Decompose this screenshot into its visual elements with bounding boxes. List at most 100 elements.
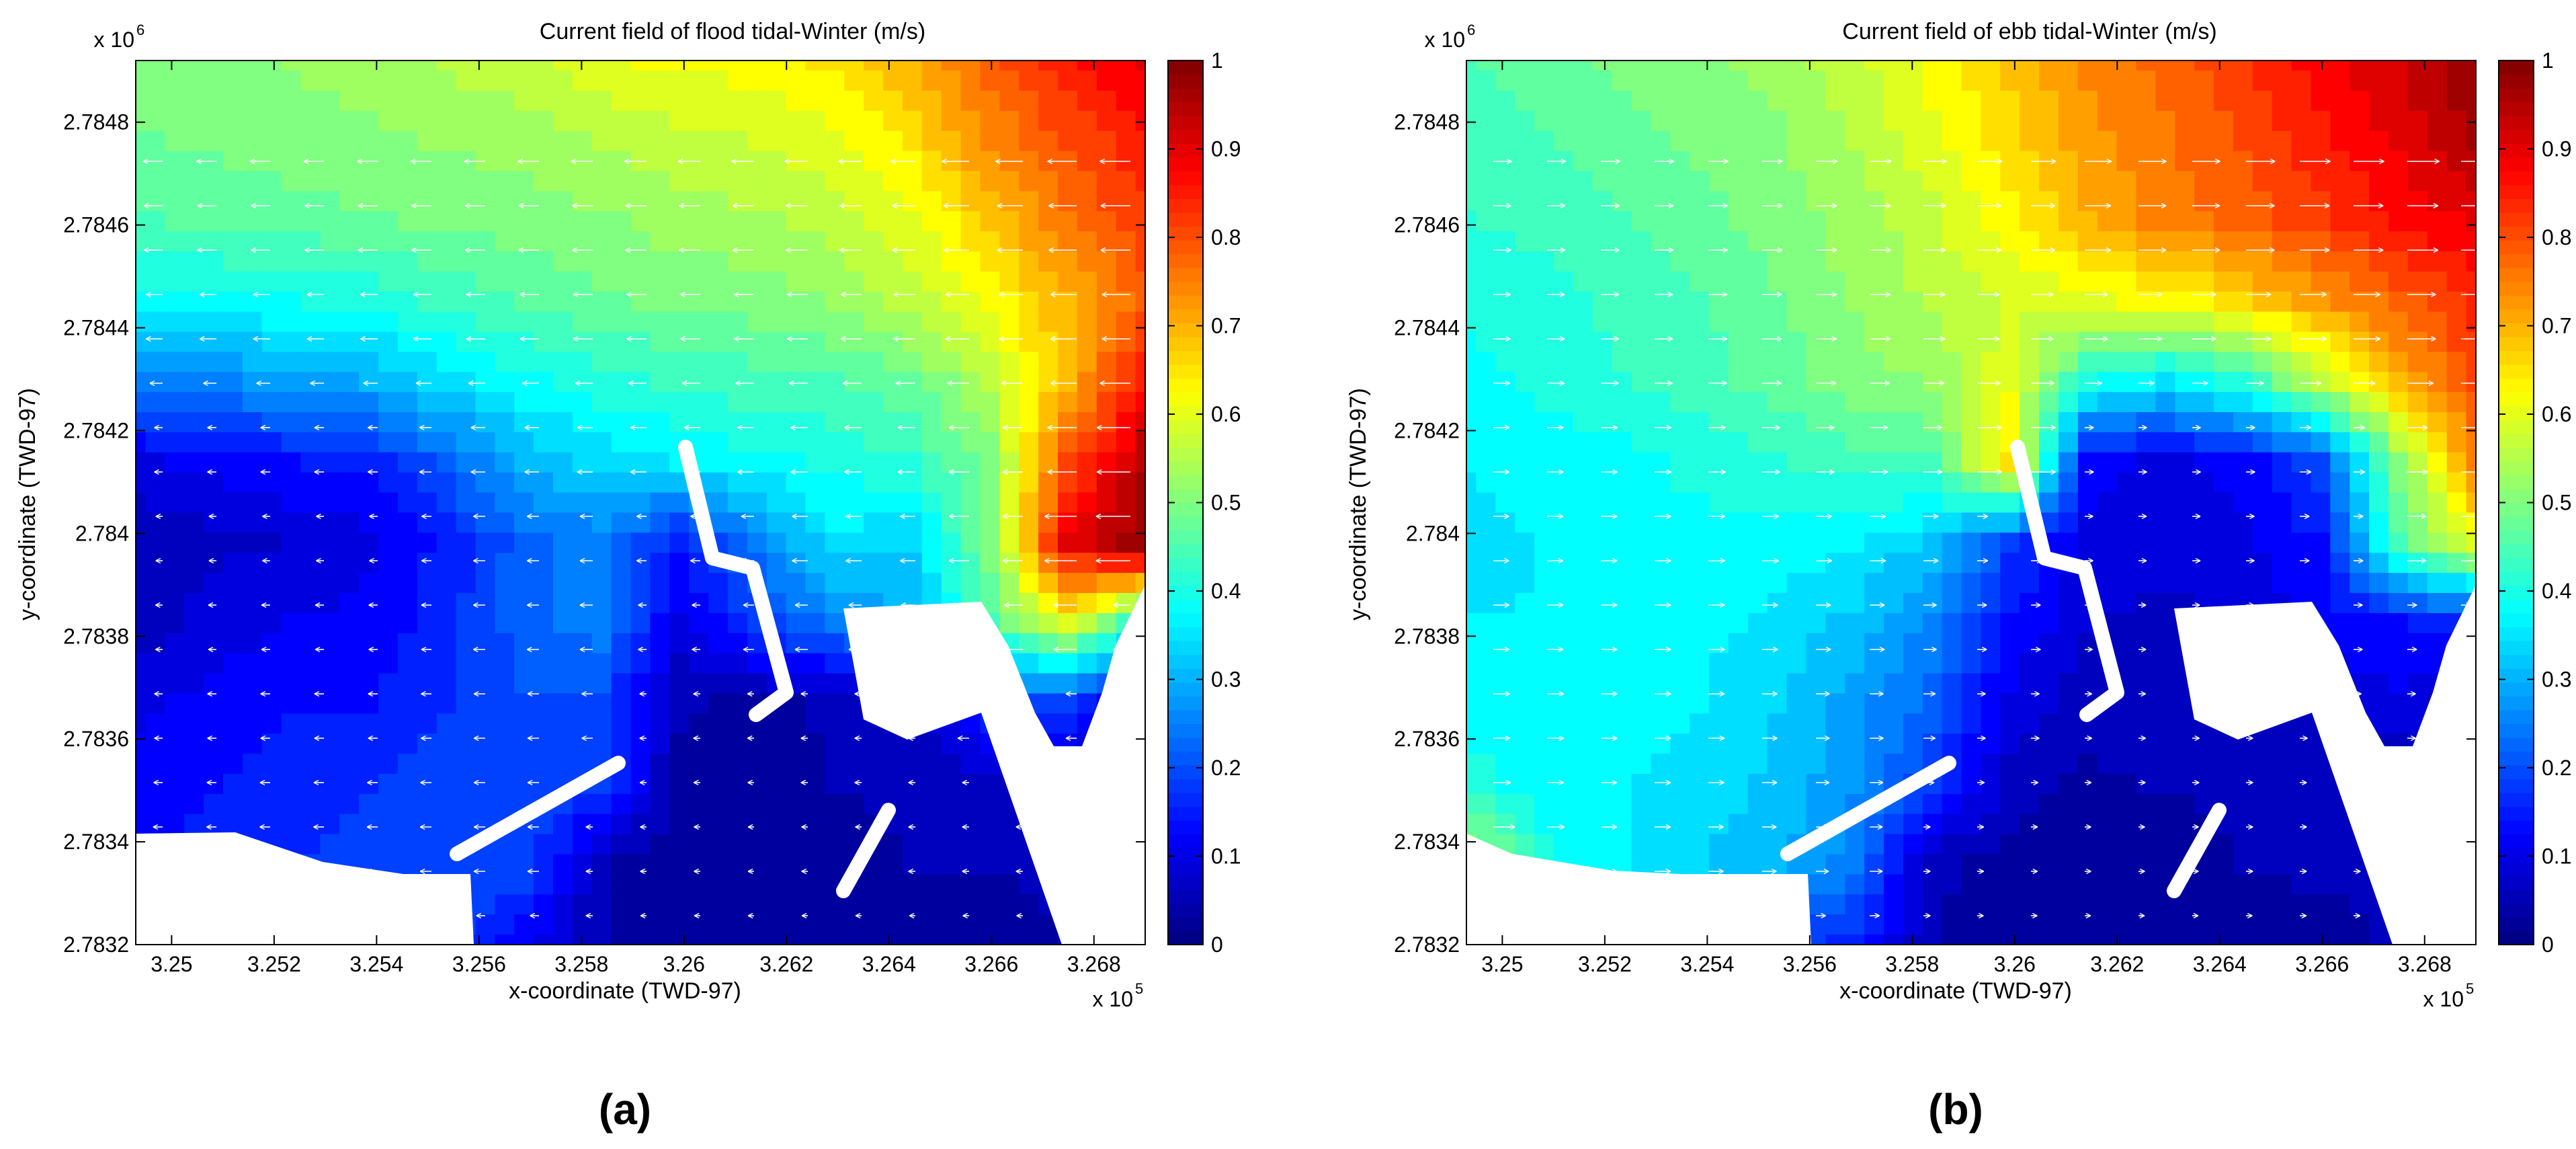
panel-b-heat-cell <box>1612 793 1632 815</box>
panel-a-velocity-arrow <box>1001 380 1023 387</box>
panel-b-heat-cell <box>1786 553 1807 574</box>
panel-a-heat-cell <box>436 653 457 674</box>
panel-a-heat-cell <box>204 814 224 835</box>
panel-a-heat-cell <box>242 130 263 152</box>
panel-a-heat-cell <box>339 512 360 534</box>
panel-b-heat-cell <box>1476 754 1497 775</box>
panel-b-heat-cell <box>2155 372 2176 393</box>
panel-b-heat-cell <box>1534 612 1554 634</box>
panel-a-heat-cell <box>1116 231 1136 252</box>
panel-a-heat-cell <box>145 110 166 132</box>
panel-b-heat-cell <box>2155 352 2176 373</box>
panel-b-heat-cell <box>2407 573 2428 594</box>
panel-a-heat-cell <box>805 593 826 614</box>
panel-a-heat-cell <box>689 593 710 614</box>
panel-b-heat-cell <box>1961 673 1982 695</box>
panel-b-heat-cell <box>1845 412 1866 433</box>
panel-b-heat-cell <box>2291 472 2312 493</box>
panel-a-heat-cell <box>630 532 651 554</box>
panel-a-heat-cell <box>650 432 671 453</box>
panel-a-heat-cell <box>456 130 476 152</box>
panel-b-heat-cell <box>1728 311 1749 333</box>
panel-a-velocity-arrow <box>628 380 647 387</box>
panel-b-heat-cell <box>1845 271 1866 292</box>
panel-a-heat-cell <box>747 653 767 674</box>
panel-a-y-multiplier-base: x 10 <box>94 28 134 52</box>
panel-b-heat-cell <box>1554 793 1574 815</box>
panel-a-heat-cell <box>941 331 962 353</box>
panel-a-heat-cell <box>786 633 806 654</box>
panel-b-heat-cell <box>1631 251 1652 272</box>
panel-b-heat-cell <box>2369 472 2389 493</box>
panel-a-heat-cell <box>689 734 710 755</box>
panel-b-heat-cell <box>2233 793 2253 815</box>
panel-b-heat-cell <box>1864 311 1884 333</box>
panel-a-heat-cell <box>591 271 612 292</box>
panel-b-heat-cell <box>1922 331 1943 353</box>
panel-a-heat-cell <box>980 90 1001 112</box>
panel-b-heat-cell <box>2252 814 2273 835</box>
panel-b-heat-cell <box>2446 512 2467 534</box>
panel-b-heat-cell <box>2233 110 2253 132</box>
panel-b-heat-cell <box>1592 512 1613 534</box>
panel-b-heat-cell <box>2077 110 2098 132</box>
panel-a-heat-cell <box>436 713 457 735</box>
panel-a-heat-cell <box>456 814 476 835</box>
panel-a-heat-cell <box>359 492 380 514</box>
panel-b-heat-cell <box>2175 70 2196 91</box>
panel-a-heat-cell <box>359 352 380 373</box>
panel-a-heat-cell <box>475 633 496 654</box>
panel-a-heat-cell <box>145 612 166 634</box>
panel-b-heat-cell <box>1534 754 1554 775</box>
panel-a-heat-cell <box>378 432 399 453</box>
panel-a-heat-cell <box>339 693 360 715</box>
panel-a-heat-cell <box>999 593 1020 614</box>
panel-a-heat-cell <box>786 793 806 815</box>
panel-a-heat-cell <box>611 874 632 896</box>
panel-a-velocity-arrow <box>313 779 324 786</box>
panel-a-velocity-arrow <box>943 202 969 209</box>
panel-b-heat-cell <box>2097 110 2118 132</box>
panel-a-heat-cell <box>902 914 923 936</box>
panel-b-heat-cell <box>2466 532 2476 554</box>
panel-a-heat-cell <box>689 291 710 313</box>
panel-b-heat-cell <box>1825 110 1846 132</box>
panel-a-heat-cell <box>572 734 593 755</box>
panel-a-heat-cell <box>611 693 632 715</box>
panel-a-heat-cell <box>184 412 205 433</box>
panel-a-heat-cell <box>359 452 380 473</box>
panel-a-velocity-arrow <box>800 690 808 697</box>
panel-a-heat-cell <box>708 171 729 192</box>
panel-a-colorbar-segment <box>1168 350 1203 365</box>
panel-b-heat-cell <box>2291 452 2312 473</box>
panel-b-heat-cell <box>2175 472 2196 493</box>
panel-a-heat-cell <box>378 612 399 634</box>
panel-b-heat-cell <box>1981 612 2001 634</box>
panel-a-velocity-arrow <box>1011 735 1023 742</box>
panel-a-heat-cell <box>553 432 573 453</box>
panel-a-heat-cell <box>941 130 962 152</box>
panel-a-heat-cell <box>921 814 942 835</box>
panel-b-heat-cell <box>1631 573 1652 594</box>
panel-b-heat-cell <box>2291 211 2312 232</box>
panel-b-heat-cell <box>2407 231 2428 252</box>
panel-b-heat-cell <box>1554 512 1574 534</box>
panel-a-heat-cell <box>591 311 612 333</box>
panel-a-heat-cell <box>145 793 166 815</box>
panel-b-heat-cell <box>1631 90 1652 112</box>
panel-b-heat-cell <box>2155 713 2176 735</box>
panel-a-heat-cell <box>747 673 767 695</box>
panel-a-heat-cell <box>436 793 457 815</box>
panel-b-heat-cell <box>2388 110 2409 132</box>
panel-b-heat-cell <box>2039 713 2059 735</box>
panel-b-heat-cell <box>1747 734 1768 755</box>
panel-a-heat-cell <box>553 854 573 875</box>
panel-b-heat-cell <box>2194 271 2215 292</box>
panel-b-heat-cell <box>1786 653 1807 674</box>
panel-b-heat-cell <box>1806 251 1827 272</box>
panel-b-heat-cell <box>2000 532 2021 554</box>
panel-b-heat-cell <box>1534 532 1554 554</box>
panel-a-velocity-arrow <box>680 291 700 298</box>
panel-a-heat-cell <box>1038 593 1058 614</box>
panel-a-heat-cell <box>223 734 243 755</box>
